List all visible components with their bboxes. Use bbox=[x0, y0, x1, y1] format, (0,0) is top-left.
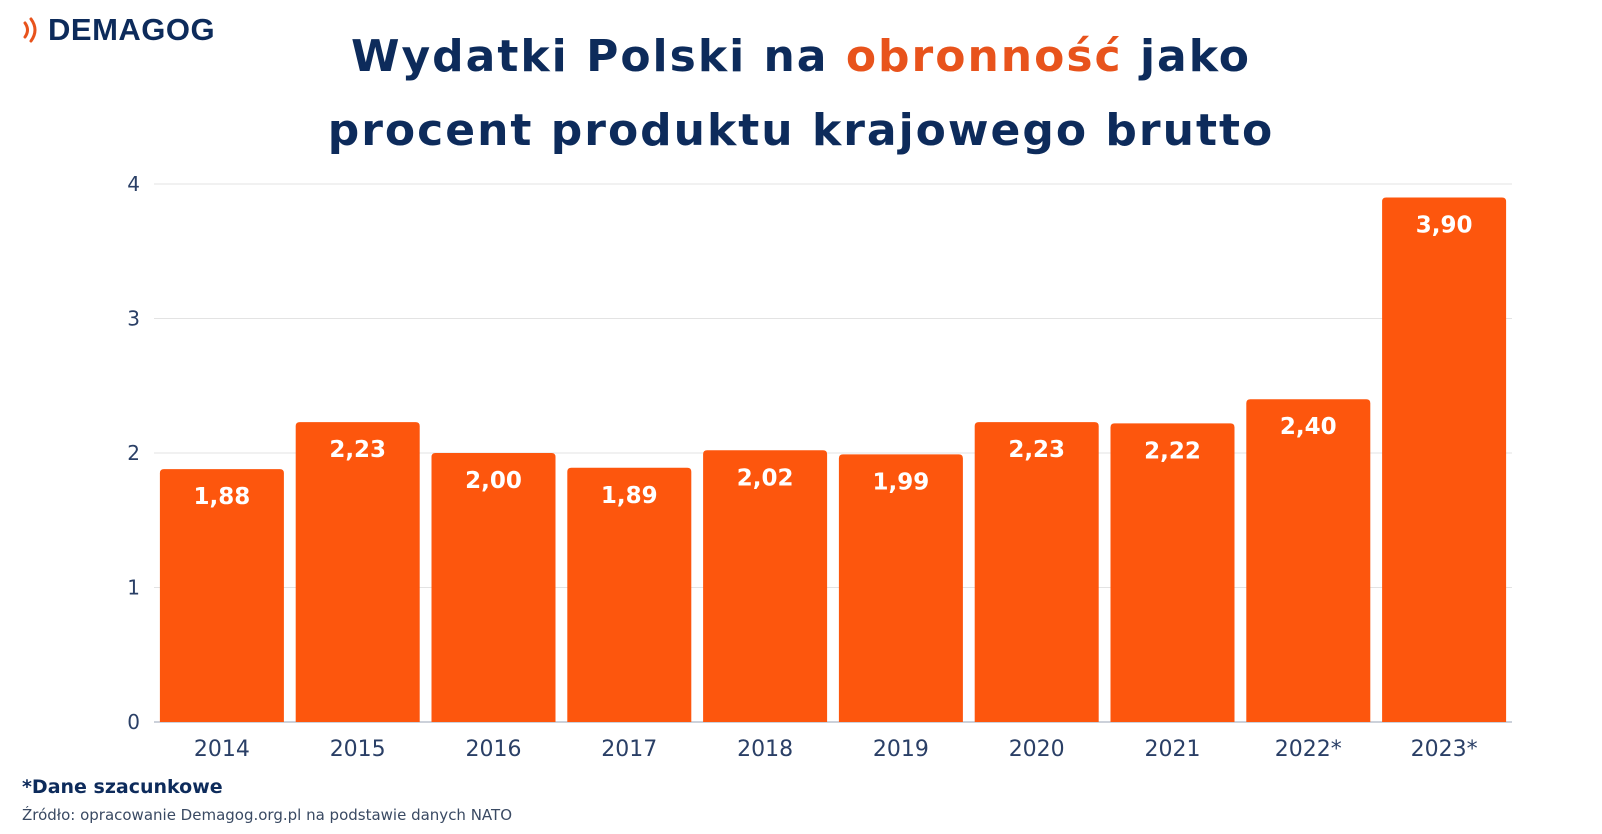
bar bbox=[567, 467, 692, 722]
logo-text: DEMAGOG bbox=[48, 12, 216, 47]
logo: DEMAGOG bbox=[22, 12, 215, 48]
chart-title: Wydatki Polski na obronność jako procent… bbox=[0, 20, 1602, 168]
bar-value-label: 2,23 bbox=[329, 437, 386, 463]
y-tick-label: 3 bbox=[127, 307, 140, 331]
bar bbox=[838, 454, 963, 722]
y-tick-label: 0 bbox=[127, 710, 140, 734]
x-category-label: 2022* bbox=[1275, 737, 1342, 762]
bar-value-label: 2,40 bbox=[1280, 414, 1337, 440]
x-category-label: 2015 bbox=[330, 737, 386, 762]
bar-value-label: 2,00 bbox=[465, 468, 522, 494]
title-part-before: Wydatki Polski na bbox=[350, 31, 846, 82]
x-category-label: 2020 bbox=[1009, 737, 1065, 762]
bar-value-label: 2,22 bbox=[1144, 438, 1201, 464]
bar bbox=[159, 469, 284, 722]
bar-value-labels: 1,88 2,23 2,00 1,89 2,02 1,99 2,23 2,22 2,40 3,90 bbox=[194, 212, 1473, 510]
title-accent: obronność bbox=[845, 31, 1123, 82]
y-tick-label: 4 bbox=[127, 172, 140, 196]
x-category-label: 2014 bbox=[194, 737, 250, 762]
x-category-label: 2016 bbox=[466, 737, 522, 762]
estimate-note: *Dane szacunkowe bbox=[22, 776, 223, 798]
x-category-label: 2018 bbox=[737, 737, 793, 762]
title-line-1: Wydatki Polski na obronność jako bbox=[0, 20, 1602, 94]
bar-value-label: 1,99 bbox=[873, 469, 930, 495]
bar bbox=[1110, 423, 1235, 722]
bar bbox=[295, 422, 420, 722]
bar bbox=[1246, 399, 1371, 722]
bar-value-label: 3,90 bbox=[1416, 212, 1473, 238]
title-line-2: procent produktu krajowego brutto bbox=[327, 105, 1275, 156]
x-axis-categories: 2014 2015 2016 2017 2018 2019 2020 2021 2022* 202… bbox=[194, 737, 1478, 762]
sound-waves-icon bbox=[23, 17, 37, 43]
x-category-label: 2021 bbox=[1145, 737, 1201, 762]
x-category-label: 2019 bbox=[873, 737, 929, 762]
source-text: Źródło: opracowanie Demagog.org.pl na po… bbox=[22, 806, 512, 824]
bar-value-label: 1,88 bbox=[194, 484, 251, 510]
bar bbox=[703, 450, 828, 722]
y-tick-label: 2 bbox=[127, 441, 140, 465]
y-axis-ticks: 0 1 2 3 4 bbox=[127, 172, 140, 734]
y-tick-label: 1 bbox=[127, 576, 140, 600]
bar-value-label: 2,23 bbox=[1008, 437, 1065, 463]
bars bbox=[159, 197, 1507, 722]
bar-value-label: 1,89 bbox=[601, 483, 658, 509]
bar bbox=[431, 453, 556, 722]
bar bbox=[974, 422, 1099, 722]
title-part-after: jako bbox=[1122, 31, 1252, 82]
bar-value-label: 2,02 bbox=[737, 465, 794, 491]
x-category-label: 2017 bbox=[601, 737, 657, 762]
x-category-label: 2023* bbox=[1411, 737, 1478, 762]
bar bbox=[1382, 197, 1507, 722]
